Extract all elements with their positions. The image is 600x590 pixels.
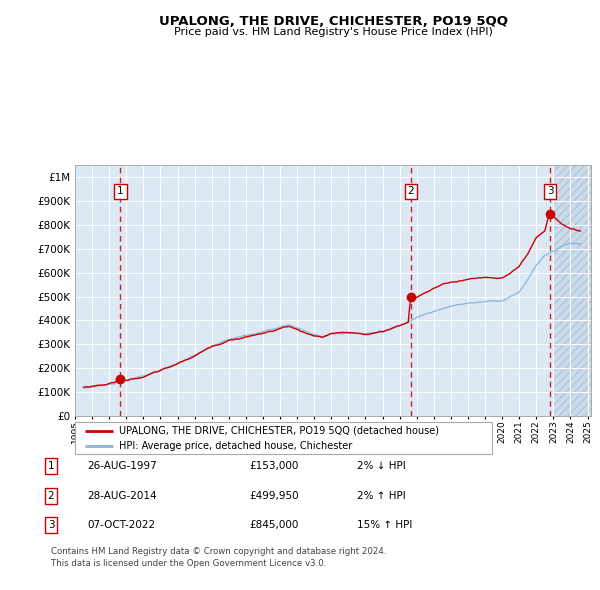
Text: Contains HM Land Registry data © Crown copyright and database right 2024.: Contains HM Land Registry data © Crown c… — [51, 548, 386, 556]
Text: 2% ↑ HPI: 2% ↑ HPI — [357, 491, 406, 500]
Text: 2% ↓ HPI: 2% ↓ HPI — [357, 461, 406, 471]
Text: £845,000: £845,000 — [249, 520, 298, 530]
Text: 2: 2 — [407, 186, 414, 196]
Bar — [553, 165, 591, 416]
Text: 28-AUG-2014: 28-AUG-2014 — [87, 491, 157, 500]
Text: 2: 2 — [47, 491, 55, 500]
Text: 1: 1 — [47, 461, 55, 471]
Text: 07-OCT-2022: 07-OCT-2022 — [87, 520, 155, 530]
Text: HPI: Average price, detached house, Chichester: HPI: Average price, detached house, Chic… — [119, 441, 352, 451]
Text: UPALONG, THE DRIVE, CHICHESTER, PO19 5QQ: UPALONG, THE DRIVE, CHICHESTER, PO19 5QQ — [158, 15, 508, 28]
Text: 1: 1 — [117, 186, 124, 196]
FancyBboxPatch shape — [75, 422, 492, 454]
Text: This data is licensed under the Open Government Licence v3.0.: This data is licensed under the Open Gov… — [51, 559, 326, 568]
Text: 3: 3 — [47, 520, 55, 530]
Text: Price paid vs. HM Land Registry's House Price Index (HPI): Price paid vs. HM Land Registry's House … — [173, 27, 493, 37]
Text: £499,950: £499,950 — [249, 491, 299, 500]
Text: £153,000: £153,000 — [249, 461, 298, 471]
Text: 26-AUG-1997: 26-AUG-1997 — [87, 461, 157, 471]
Text: UPALONG, THE DRIVE, CHICHESTER, PO19 5QQ (detached house): UPALONG, THE DRIVE, CHICHESTER, PO19 5QQ… — [119, 425, 439, 435]
Text: 15% ↑ HPI: 15% ↑ HPI — [357, 520, 412, 530]
Text: 3: 3 — [547, 186, 553, 196]
